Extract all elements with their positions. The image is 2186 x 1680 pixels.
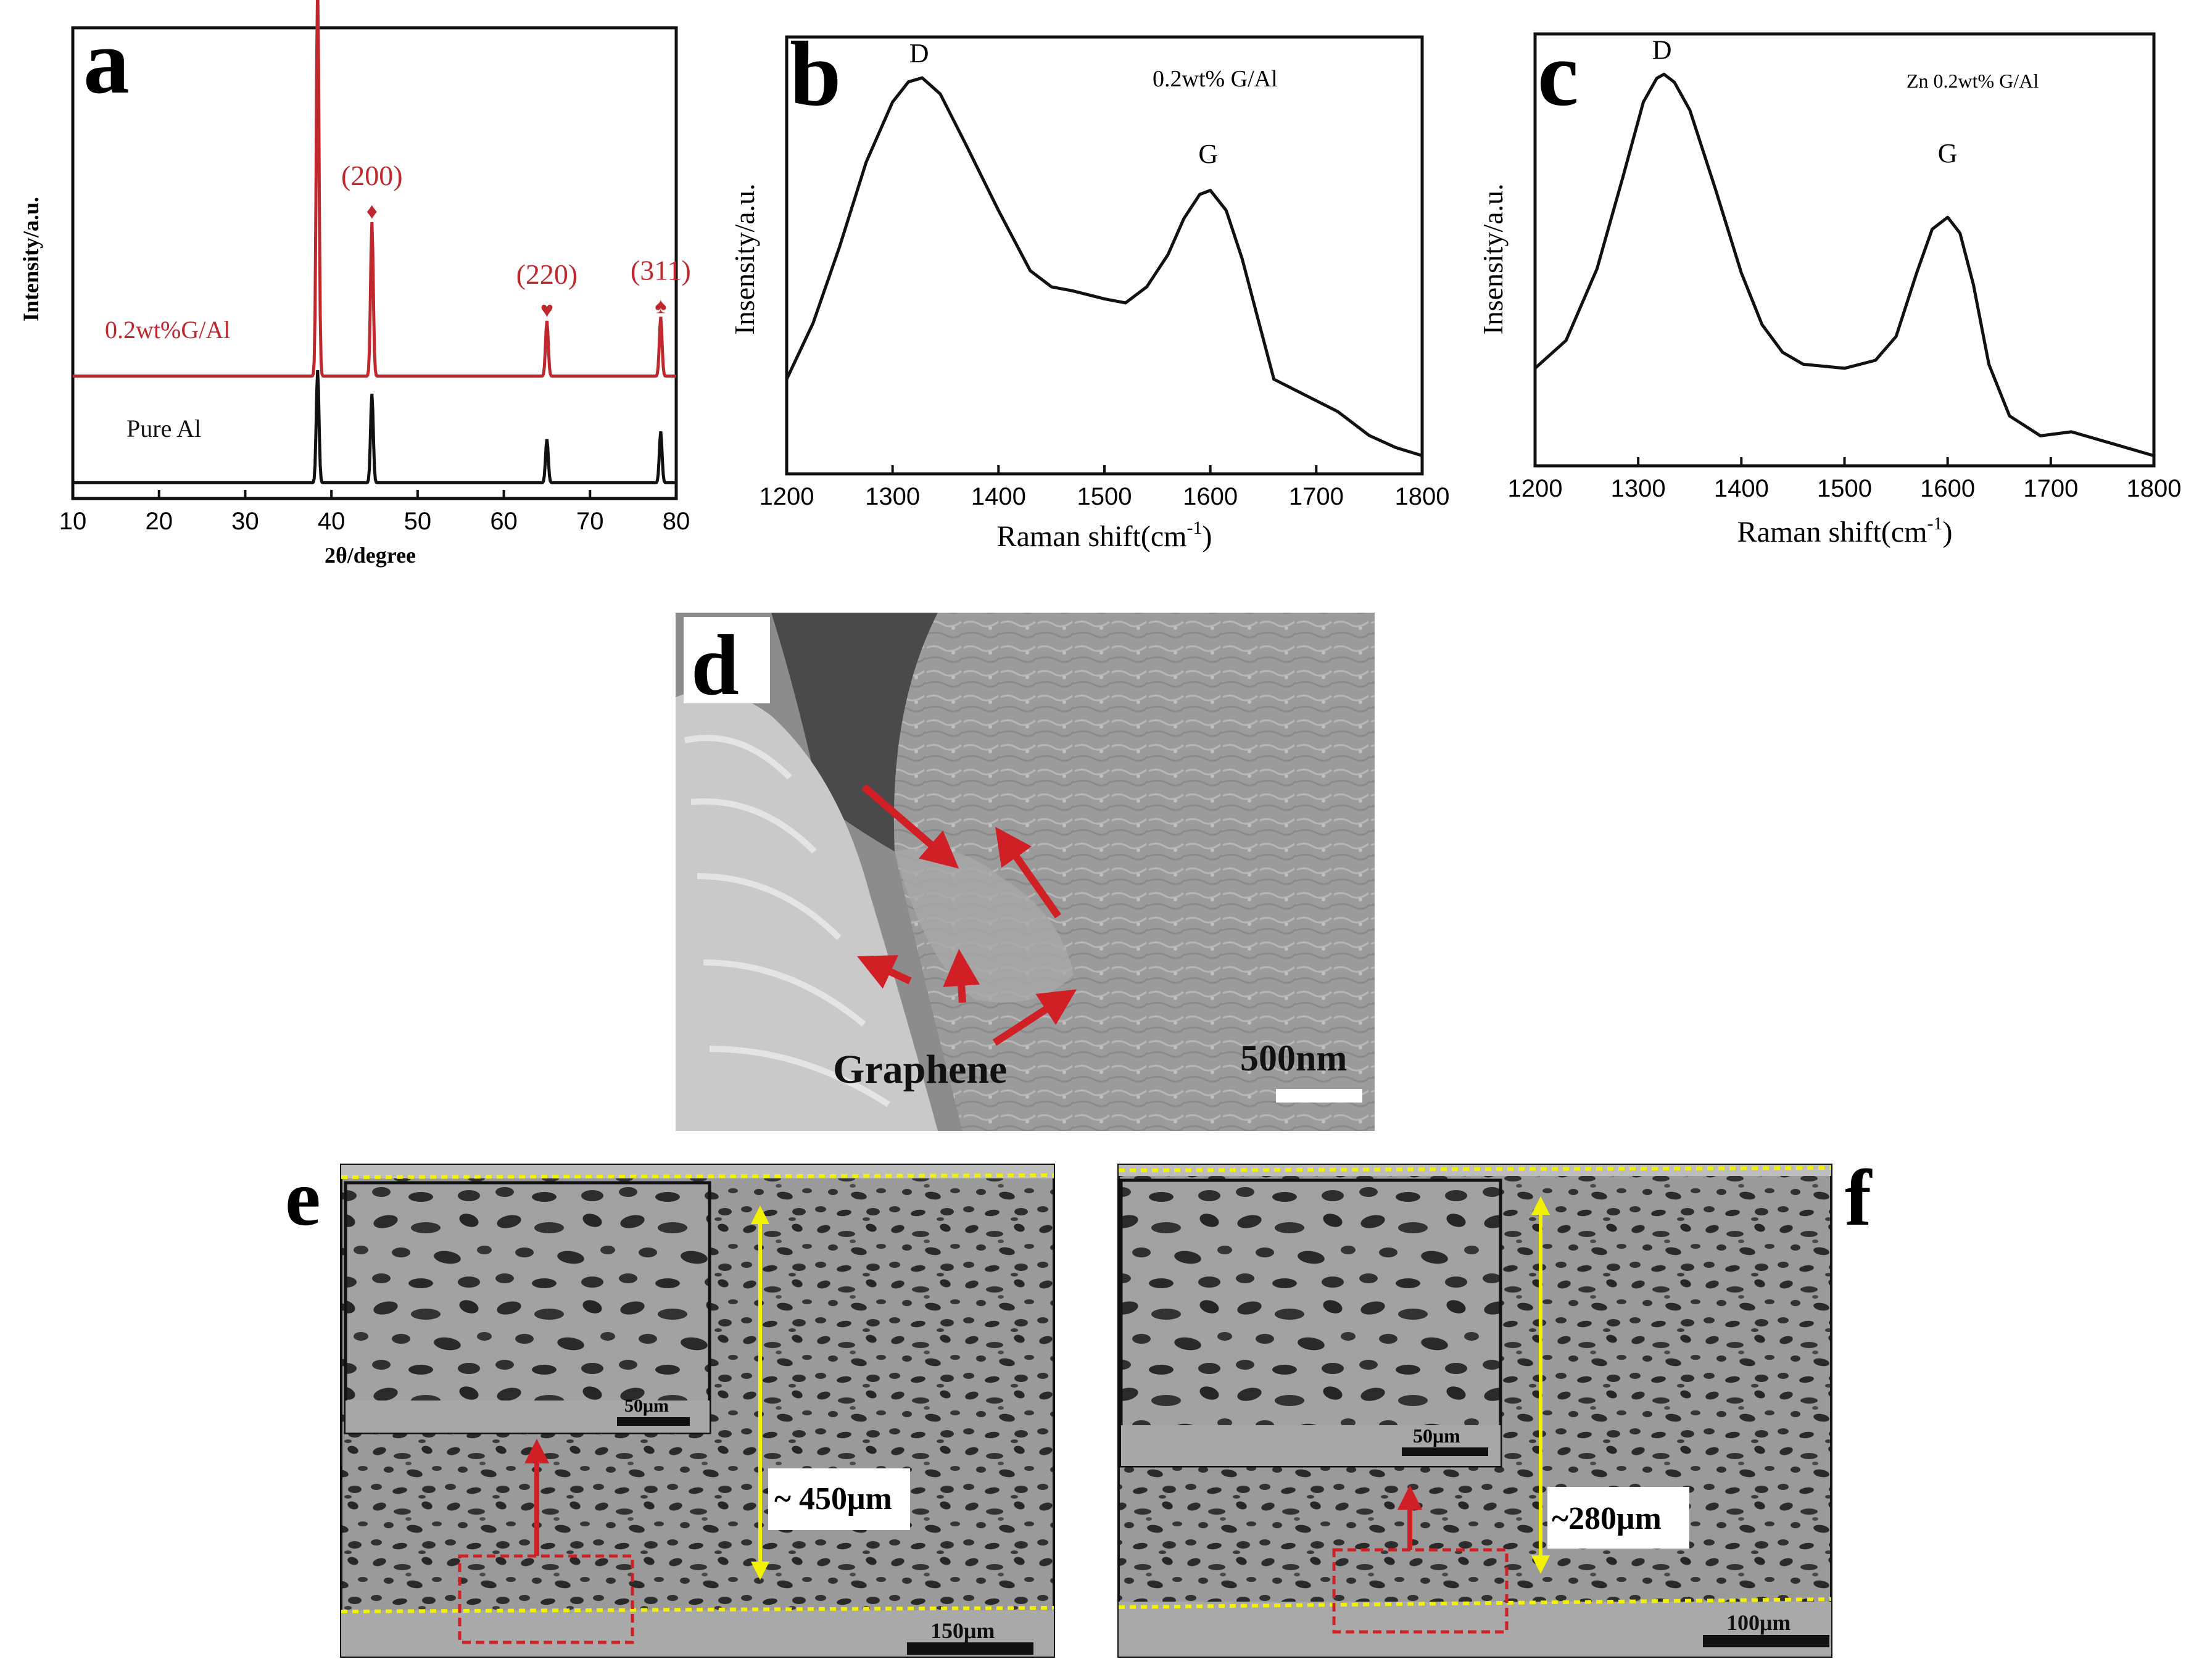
plot-frame xyxy=(1533,32,2156,468)
panel-label: e xyxy=(285,1154,321,1243)
scale-bar xyxy=(1276,1089,1362,1103)
x-tick-label: 60 xyxy=(490,508,518,535)
x-tick-label: 1700 xyxy=(2023,475,2078,502)
peak-label: G xyxy=(1198,139,1218,169)
scale-label: 150μm xyxy=(930,1618,995,1643)
peak-label: (220) xyxy=(516,259,578,290)
peak-marker: ♦ xyxy=(366,199,378,223)
raman-chart-c: 1200 1300 1400 1500 1600 1700 1800 D G c Zn 0.2… xyxy=(1477,23,2181,548)
thickness-label: ~280μm xyxy=(1552,1501,1662,1536)
peak-label: D xyxy=(1652,35,1672,65)
inset-image xyxy=(1119,1178,1502,1468)
x-tick-label: 1200 xyxy=(1508,475,1563,502)
x-tick-label: 1500 xyxy=(1817,475,1872,502)
panel-label: a xyxy=(83,10,130,113)
peak-label: (200) xyxy=(341,160,403,191)
graphene-arrows xyxy=(857,784,1077,1046)
x-tick-label: 1800 xyxy=(2127,475,2182,502)
sem-image-d: d Graphene 500nm xyxy=(676,613,1375,1131)
series-label-graphene-al: 0.2wt%G/Al xyxy=(105,316,230,344)
x-tick-label: 40 xyxy=(318,508,346,535)
inset-image xyxy=(344,1181,711,1434)
x-tick-label: 1300 xyxy=(865,483,920,510)
x-tick-label: 1600 xyxy=(1183,483,1238,510)
sem-image-f: 50μm ~280μm 100μm f xyxy=(1117,1154,1873,1658)
series-line-1 xyxy=(73,370,676,484)
scale-bar xyxy=(1703,1635,1829,1647)
x-tick-label: 1400 xyxy=(1714,475,1769,502)
x-tick-label: 1700 xyxy=(1289,483,1344,510)
x-tick-label: 70 xyxy=(576,508,604,535)
inset-scale-label: 50μm xyxy=(1413,1425,1460,1447)
x-tick-label: 80 xyxy=(663,508,690,535)
x-tick-label: 20 xyxy=(145,508,173,535)
peak-label: G xyxy=(1938,138,1958,168)
panel-label: b xyxy=(790,23,841,125)
y-axis-label: Insensity/a.u. xyxy=(729,183,760,334)
x-tick-label: 1400 xyxy=(971,483,1026,510)
raman-chart-b: 1200 1300 1400 1500 1600 1700 1800 D G b 0.2wt%… xyxy=(729,23,1449,553)
series-label-pure-al: Pure Al xyxy=(126,415,201,442)
x-tick-label: 1200 xyxy=(760,483,814,510)
x-tick-label: 10 xyxy=(59,508,87,535)
x-tick-label: 1800 xyxy=(1395,483,1450,510)
scale-bar xyxy=(907,1642,1033,1655)
x-tick-label: 50 xyxy=(404,508,432,535)
thickness-label: ~ 450μm xyxy=(774,1481,892,1517)
inset-scale-bar xyxy=(617,1417,690,1426)
plot-frame xyxy=(785,35,1424,476)
x-axis-label: Raman shift(cm-1) xyxy=(997,518,1212,553)
x-tick-label: 1500 xyxy=(1077,483,1132,510)
x-tick-label: 30 xyxy=(231,508,259,535)
chart-title: 0.2wt% G/Al xyxy=(1153,66,1278,92)
x-tick-label: 1600 xyxy=(1920,475,1975,502)
zoom-region xyxy=(1332,1548,1509,1634)
graphene-label: Graphene xyxy=(833,1047,1007,1092)
x-axis-label: 2θ/degree xyxy=(325,543,416,568)
panel-label: d xyxy=(691,618,739,713)
y-axis-label: Intensity/a.u. xyxy=(19,197,43,321)
series-line-0 xyxy=(73,0,676,378)
x-tick-label: 1300 xyxy=(1611,475,1666,502)
peak-label: D xyxy=(909,38,929,68)
x-axis-label: Raman shift(cm-1) xyxy=(1737,513,1953,548)
peak-label: (311) xyxy=(631,255,691,286)
zoom-region xyxy=(458,1554,634,1644)
spectrum-line xyxy=(1534,72,2155,458)
chart-title: Zn 0.2wt% G/Al xyxy=(1907,70,2039,92)
scale-label: 100μm xyxy=(1726,1610,1791,1635)
sem-image-e: 50μm ~ 450μm 150μm e xyxy=(285,1154,1055,1658)
peak-marker: ♥ xyxy=(540,297,553,322)
inset-scale-label: 50μm xyxy=(624,1396,669,1416)
panel-label: c xyxy=(1538,23,1579,125)
peak-marker: ♠ xyxy=(655,294,666,318)
panel-label: f xyxy=(1845,1154,1873,1243)
inset-scale-bar xyxy=(1402,1447,1488,1456)
scale-label: 500nm xyxy=(1240,1038,1347,1078)
y-axis-label: Insensity/a.u. xyxy=(1477,183,1509,334)
plot-frame xyxy=(71,26,678,500)
spectrum-line xyxy=(785,76,1423,457)
